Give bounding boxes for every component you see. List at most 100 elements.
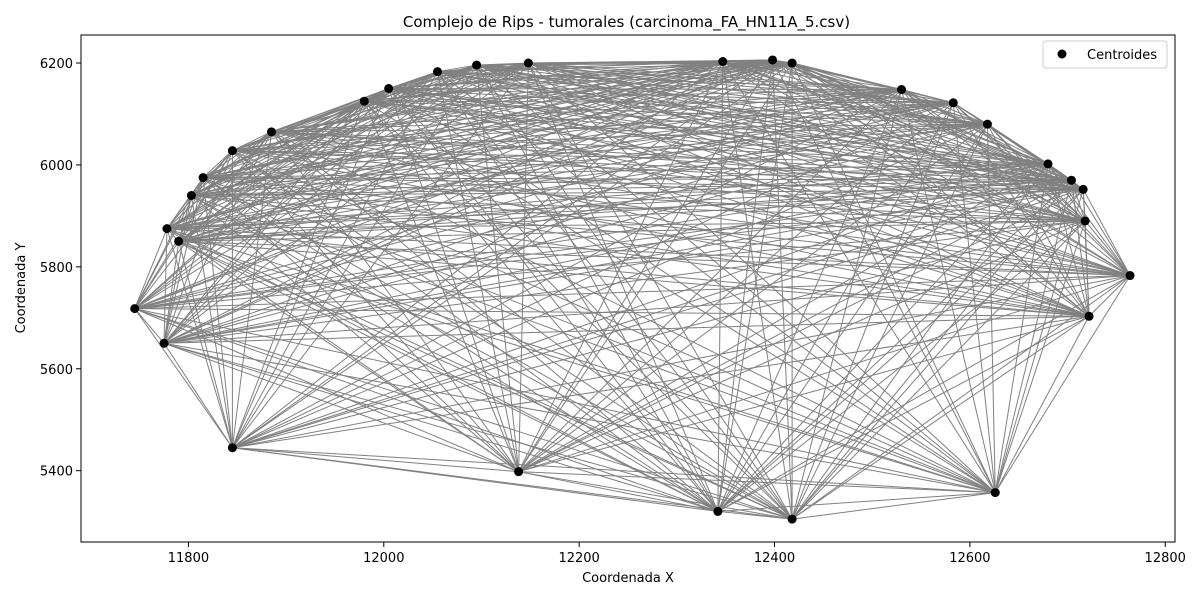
edge-line xyxy=(1084,220,1131,276)
edge-line xyxy=(518,188,1084,473)
edge-line xyxy=(134,220,1086,310)
centroid-point xyxy=(1066,175,1076,185)
edge-line xyxy=(476,64,902,91)
edge-line xyxy=(518,89,902,473)
edge-line xyxy=(518,315,1090,473)
edge-line xyxy=(901,89,1084,190)
centroid-point xyxy=(198,173,208,183)
centroid-point xyxy=(990,488,1000,498)
edge-line xyxy=(232,61,724,449)
centroid-point xyxy=(174,236,184,246)
edge-line xyxy=(1084,220,1090,317)
edge-line xyxy=(271,131,793,520)
edge-line xyxy=(717,102,954,512)
edge-line xyxy=(518,61,724,472)
centroid-point xyxy=(186,191,196,201)
edge-line xyxy=(191,188,1084,197)
edge-line xyxy=(987,123,1086,222)
edge-line xyxy=(166,89,902,230)
edge-line xyxy=(388,88,520,472)
edge-line xyxy=(791,315,1090,520)
edge-line xyxy=(987,123,1131,276)
edge-line xyxy=(717,163,1049,512)
edge-line xyxy=(271,131,719,512)
edge-line xyxy=(791,62,1084,190)
edge-line xyxy=(163,220,1086,344)
edge-line xyxy=(271,131,1131,276)
edge-line xyxy=(717,89,902,512)
edge-line xyxy=(232,150,1131,277)
edge-line xyxy=(178,188,1084,242)
edge-line xyxy=(163,343,233,449)
edge-line xyxy=(166,88,389,230)
edge-line xyxy=(232,163,1049,449)
edge-line xyxy=(191,195,1131,277)
edge-line xyxy=(994,180,1072,493)
edge-line xyxy=(518,63,529,472)
edge-line xyxy=(1088,275,1131,317)
edge-line xyxy=(388,88,902,91)
edge-line xyxy=(190,195,233,448)
edge-line xyxy=(271,131,1090,317)
edge-line xyxy=(388,88,1131,276)
edge-line xyxy=(178,241,233,448)
centroid-point xyxy=(433,67,443,77)
edge-line xyxy=(163,342,996,494)
edge-line xyxy=(232,150,793,520)
edge-line xyxy=(476,64,1131,276)
centroid-point xyxy=(159,338,169,348)
legend-marker xyxy=(1057,49,1067,59)
edge-line xyxy=(231,64,478,449)
edge-line xyxy=(717,510,793,520)
edge-line xyxy=(232,447,793,520)
edge-line xyxy=(518,59,773,472)
edge-line xyxy=(364,100,1090,317)
edge-line xyxy=(717,59,774,512)
edge-line xyxy=(178,177,204,242)
edge-line xyxy=(202,177,719,512)
edge-line xyxy=(722,61,1131,276)
y-tick-label: 6200 xyxy=(40,57,73,72)
edge-line xyxy=(134,228,168,309)
edge-line xyxy=(232,179,1072,449)
edge-line xyxy=(1070,180,1090,317)
edge-line xyxy=(528,59,773,64)
edge-line xyxy=(364,100,1086,222)
edge-line xyxy=(518,471,718,512)
edge-line xyxy=(388,62,793,90)
edge-line xyxy=(791,62,1131,276)
edge-line xyxy=(363,100,793,520)
edge-line xyxy=(166,228,519,473)
edge-line xyxy=(791,102,954,520)
edge-line xyxy=(1082,189,1131,276)
centroid-point xyxy=(130,304,140,314)
edge-line xyxy=(134,308,793,520)
edge-line xyxy=(437,71,1090,317)
edge-line xyxy=(994,163,1049,493)
edge-line xyxy=(271,131,1072,181)
edge-line xyxy=(717,492,996,512)
edge-line xyxy=(163,342,719,512)
centroid-point xyxy=(1078,184,1088,194)
edge-line xyxy=(388,71,438,89)
edge-line xyxy=(388,88,996,493)
legend-box xyxy=(1042,40,1168,69)
edge-line xyxy=(987,123,1084,190)
edge-line xyxy=(231,88,390,448)
edge-line xyxy=(232,150,1084,190)
edge-line xyxy=(717,62,793,512)
edge-line xyxy=(437,71,520,472)
edge-line xyxy=(232,131,272,152)
edge-line xyxy=(952,102,1090,317)
edge-line xyxy=(166,228,793,520)
edge-line xyxy=(518,471,793,520)
edge-line xyxy=(437,71,719,512)
edge-line xyxy=(772,59,996,493)
edge-line xyxy=(994,220,1086,493)
edge-line xyxy=(203,177,1090,317)
edge-line xyxy=(952,102,1131,276)
edge-line xyxy=(231,131,272,448)
centroid-point xyxy=(713,506,723,516)
y-tick-label: 5800 xyxy=(40,261,73,276)
edge-line xyxy=(232,447,996,494)
